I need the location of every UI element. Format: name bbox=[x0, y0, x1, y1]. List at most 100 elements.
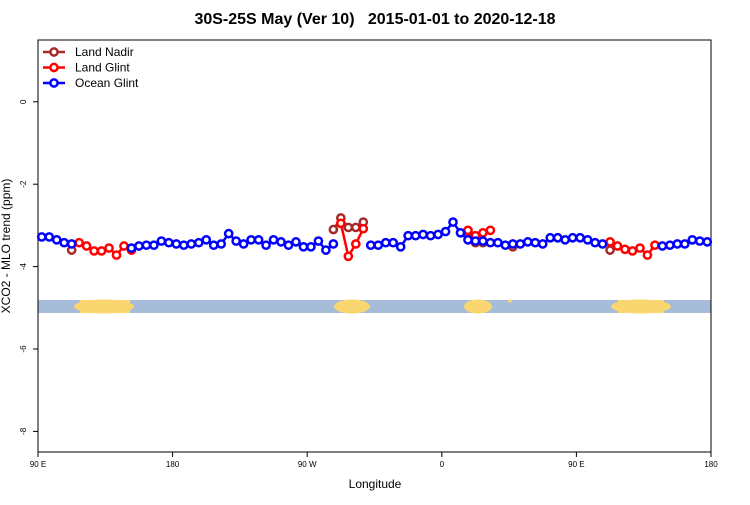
data-point bbox=[425, 230, 436, 241]
data-point bbox=[291, 237, 301, 247]
data-point bbox=[246, 234, 256, 245]
data-point bbox=[216, 239, 227, 249]
x-tick-label: 0 bbox=[440, 460, 445, 469]
data-point bbox=[590, 237, 600, 248]
plot-frame bbox=[37, 39, 712, 453]
series bbox=[36, 217, 713, 255]
data-point bbox=[313, 236, 324, 246]
data-point bbox=[485, 225, 496, 236]
data-point bbox=[478, 227, 488, 238]
data-point bbox=[687, 234, 698, 245]
data-point bbox=[605, 237, 615, 247]
data-point bbox=[694, 236, 705, 246]
land-patch bbox=[334, 299, 370, 314]
data-point bbox=[223, 228, 234, 239]
data-point bbox=[201, 234, 212, 245]
data-point bbox=[36, 232, 47, 242]
data-point bbox=[657, 241, 668, 251]
data-point bbox=[537, 239, 548, 249]
x-tick-label: 90 W bbox=[298, 460, 317, 469]
y-tick-label: -2 bbox=[19, 180, 28, 188]
data-point bbox=[134, 241, 144, 251]
data-point bbox=[567, 232, 578, 243]
data-point bbox=[582, 234, 593, 245]
data-point bbox=[478, 236, 488, 246]
data-point bbox=[605, 245, 615, 255]
y-tick-label: -6 bbox=[19, 345, 28, 353]
legend-label: Land Glint bbox=[75, 61, 130, 75]
data-point bbox=[44, 232, 55, 242]
data-point bbox=[81, 241, 92, 251]
data-point bbox=[66, 239, 77, 249]
data-point bbox=[59, 237, 70, 248]
data-point bbox=[410, 230, 421, 241]
data-point bbox=[298, 241, 309, 252]
land-patch bbox=[80, 300, 130, 313]
data-point bbox=[119, 241, 129, 251]
legend-marker bbox=[49, 47, 59, 57]
data-point bbox=[627, 246, 638, 256]
data-point bbox=[306, 241, 316, 252]
data-point bbox=[388, 237, 399, 248]
data-point bbox=[493, 237, 503, 248]
data-point bbox=[665, 240, 675, 251]
data-point bbox=[560, 234, 571, 245]
data-point bbox=[515, 239, 526, 249]
x-tick-label: 180 bbox=[166, 460, 180, 469]
y-tick-label: -8 bbox=[19, 427, 28, 435]
data-point bbox=[597, 239, 608, 249]
legend-marker bbox=[49, 78, 59, 88]
data-point bbox=[268, 234, 279, 245]
data-point bbox=[373, 240, 384, 251]
y-tick-label: 0 bbox=[19, 99, 28, 104]
data-point bbox=[321, 245, 331, 255]
data-point bbox=[96, 246, 107, 256]
data-point bbox=[328, 239, 339, 249]
data-point bbox=[448, 217, 458, 227]
x-tick-label: 90 E bbox=[30, 460, 46, 469]
data-point bbox=[186, 239, 197, 249]
data-point bbox=[530, 237, 541, 248]
data-point bbox=[575, 232, 585, 243]
data-point bbox=[620, 244, 630, 255]
land-patch bbox=[508, 299, 512, 303]
data-point bbox=[395, 241, 406, 252]
legend-marker bbox=[49, 62, 59, 73]
data-point bbox=[350, 222, 361, 233]
data-point bbox=[463, 234, 473, 245]
data-point bbox=[365, 240, 376, 251]
data-point bbox=[261, 240, 271, 251]
data-point bbox=[679, 239, 690, 249]
data-point bbox=[433, 229, 443, 240]
data-point bbox=[612, 241, 623, 251]
data-point bbox=[149, 240, 159, 251]
x-tick-label: 180 bbox=[704, 460, 718, 469]
data-point bbox=[455, 227, 466, 238]
data-point bbox=[51, 234, 62, 245]
data-point bbox=[283, 240, 294, 251]
data-point bbox=[702, 237, 713, 247]
x-axis-label: Longitude bbox=[349, 477, 402, 491]
data-point bbox=[485, 237, 496, 248]
data-point bbox=[111, 250, 122, 260]
data-point bbox=[552, 232, 563, 243]
data-point bbox=[231, 236, 242, 246]
chart-title: 30S-25S May (Ver 10) 2015-01-01 to 2020-… bbox=[194, 11, 555, 28]
data-point bbox=[418, 229, 428, 240]
data-point bbox=[343, 251, 354, 262]
data-point bbox=[164, 237, 174, 248]
data-point bbox=[403, 230, 413, 241]
data-point bbox=[650, 240, 660, 251]
data-point bbox=[253, 234, 264, 245]
data-point bbox=[104, 243, 114, 253]
data-point bbox=[156, 236, 167, 246]
land-patch bbox=[618, 300, 664, 313]
data-point bbox=[350, 239, 361, 249]
y-tick-label: -4 bbox=[19, 262, 28, 270]
data-point bbox=[193, 237, 204, 248]
data-point bbox=[380, 237, 391, 248]
data-point bbox=[545, 232, 556, 243]
data-point bbox=[126, 243, 137, 253]
data-point bbox=[276, 237, 286, 247]
data-point bbox=[74, 237, 84, 248]
